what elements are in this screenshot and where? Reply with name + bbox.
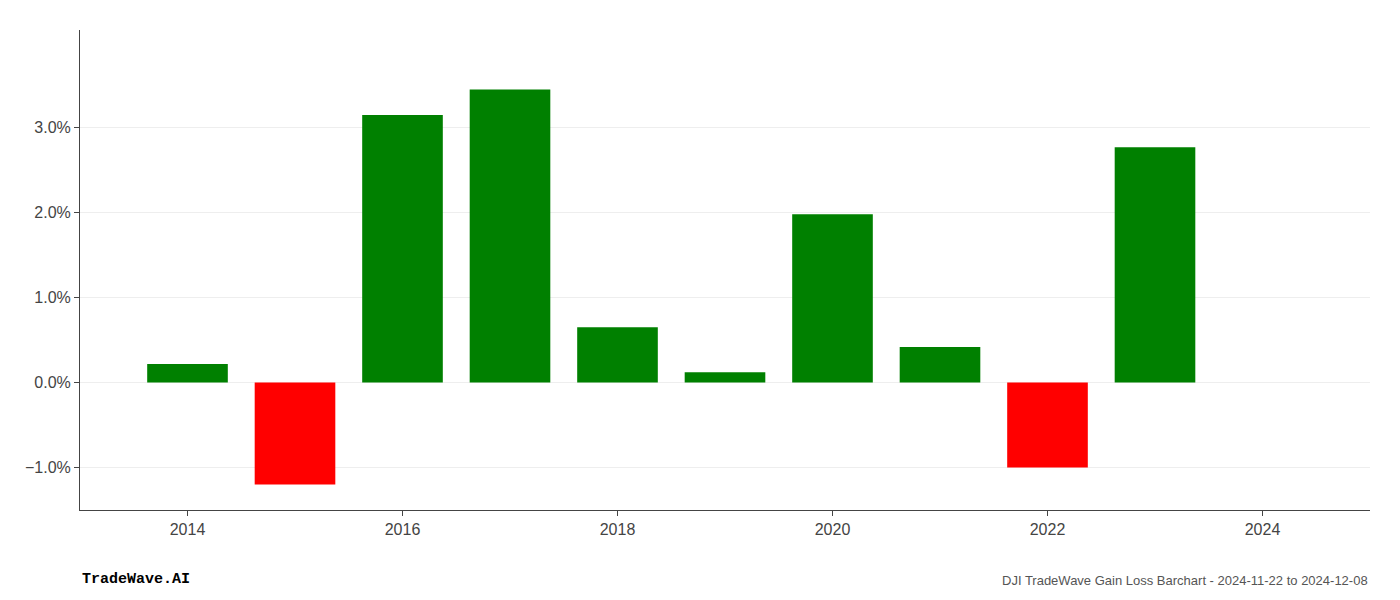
svg-text:2022: 2022 <box>1030 521 1066 538</box>
svg-text:2014: 2014 <box>170 521 206 538</box>
svg-text:3.0%: 3.0% <box>34 119 70 136</box>
svg-text:−1.0%: −1.0% <box>25 459 71 476</box>
svg-text:2024: 2024 <box>1245 521 1281 538</box>
svg-text:TradeWave.AI: TradeWave.AI <box>82 571 190 588</box>
svg-text:2018: 2018 <box>600 521 636 538</box>
svg-text:1.0%: 1.0% <box>34 289 70 306</box>
svg-text:2.0%: 2.0% <box>34 204 70 221</box>
svg-text:2020: 2020 <box>815 521 851 538</box>
svg-text:2016: 2016 <box>385 521 421 538</box>
svg-text:0.0%: 0.0% <box>34 374 70 391</box>
svg-text:DJI TradeWave Gain Loss Barcha: DJI TradeWave Gain Loss Barchart - 2024-… <box>1002 573 1368 588</box>
